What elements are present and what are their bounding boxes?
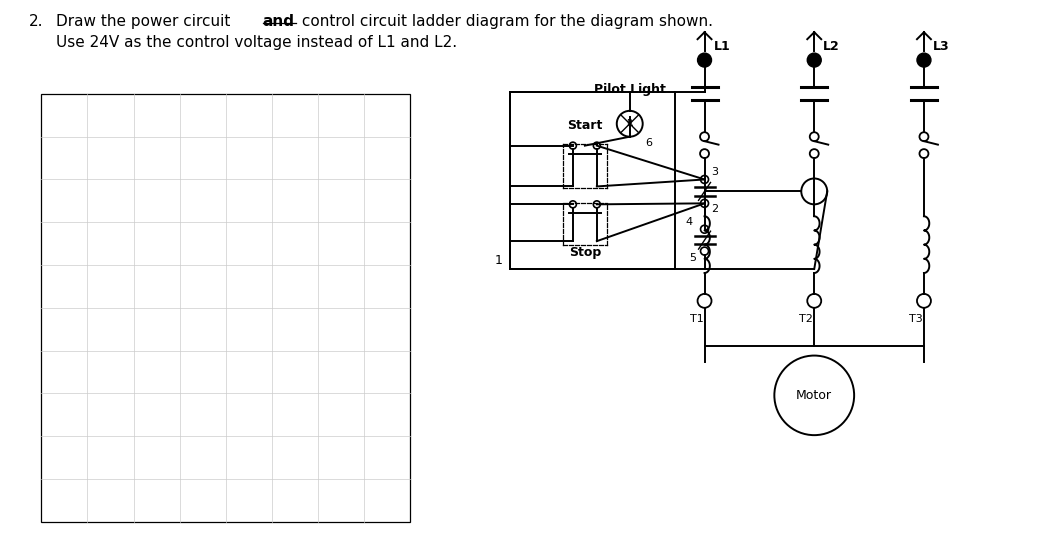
Text: T3: T3: [909, 314, 923, 324]
Text: and: and: [263, 14, 295, 29]
Text: Use 24V as the control voltage instead of L1 and L2.: Use 24V as the control voltage instead o…: [56, 35, 457, 50]
Text: 2: 2: [712, 204, 719, 214]
Circle shape: [807, 53, 822, 67]
Text: T1: T1: [690, 314, 703, 324]
Text: 5: 5: [690, 253, 697, 263]
Text: 4: 4: [685, 217, 693, 227]
Text: control circuit ladder diagram for the diagram shown.: control circuit ladder diagram for the d…: [297, 14, 713, 29]
Text: Start: Start: [567, 118, 603, 131]
Text: R: R: [626, 119, 633, 128]
Text: L1: L1: [714, 40, 731, 53]
Text: Stop: Stop: [569, 246, 601, 259]
Text: Motor: Motor: [796, 389, 832, 402]
Circle shape: [698, 53, 712, 67]
Circle shape: [917, 53, 931, 67]
Text: 6: 6: [645, 138, 653, 148]
Text: Draw the power circuit: Draw the power circuit: [56, 14, 235, 29]
Text: L2: L2: [824, 40, 840, 53]
Text: 1: 1: [494, 254, 502, 267]
Text: 2.: 2.: [30, 14, 43, 29]
Text: Pilot Light: Pilot Light: [593, 83, 665, 96]
Text: 3: 3: [712, 168, 718, 177]
Text: T2: T2: [799, 314, 813, 324]
Text: L3: L3: [932, 40, 949, 53]
Bar: [41, 94, 411, 522]
